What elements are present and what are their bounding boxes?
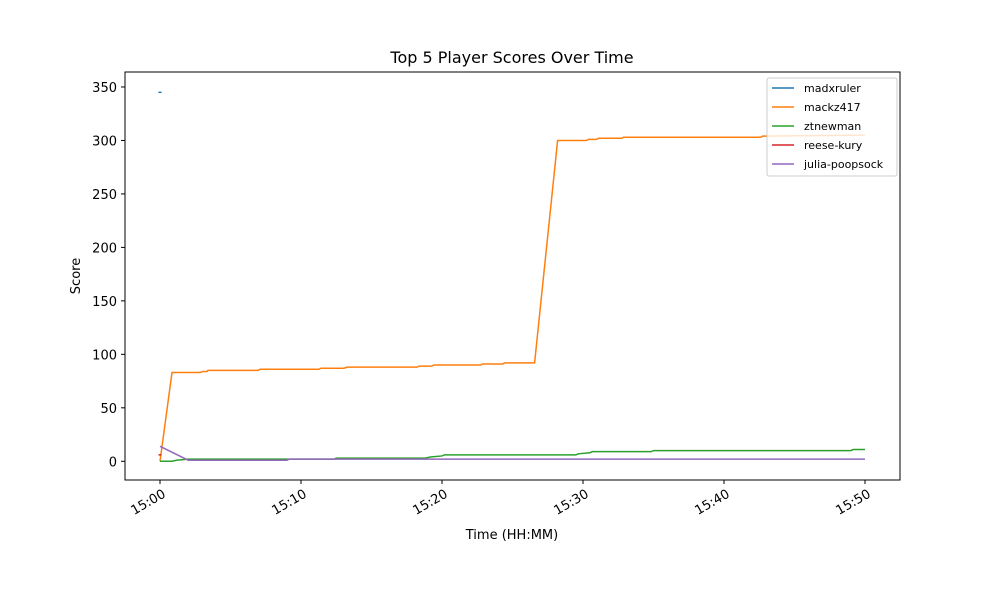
y-tick-label: 50 xyxy=(100,402,117,417)
y-axis-label: Score xyxy=(69,258,84,294)
plot-frame xyxy=(124,71,901,481)
y-tick-label: 200 xyxy=(92,241,117,256)
x-axis-label: Time (HH:MM) xyxy=(465,528,558,543)
legend-label: reese-kury xyxy=(804,139,863,152)
y-tick-label: 100 xyxy=(92,348,117,363)
legend-label: mackz417 xyxy=(804,101,861,114)
y-tick-label: 350 xyxy=(92,81,117,96)
legend-box xyxy=(766,77,898,177)
legend-label: julia-poopsock xyxy=(803,158,884,171)
series-line xyxy=(160,448,865,463)
chart-title: Top 5 Player Scores Over Time xyxy=(389,48,633,67)
y-tick-label: 0 xyxy=(109,455,117,470)
y-tick-label: 250 xyxy=(92,188,117,203)
series-line xyxy=(159,445,865,461)
series-line xyxy=(159,134,865,462)
y-tick-label: 150 xyxy=(92,295,117,310)
y-tick-label: 300 xyxy=(92,134,117,149)
legend-label: ztnewman xyxy=(804,120,861,133)
legend-label: madxruler xyxy=(804,82,861,95)
